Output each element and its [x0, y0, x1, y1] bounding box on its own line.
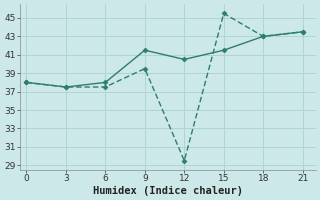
X-axis label: Humidex (Indice chaleur): Humidex (Indice chaleur) [93, 186, 243, 196]
